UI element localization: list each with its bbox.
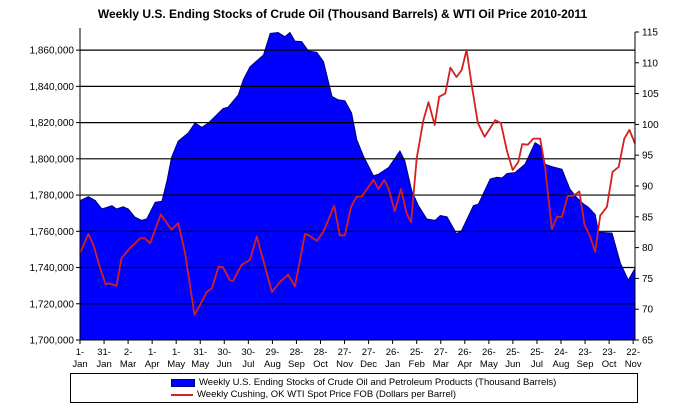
x-tick-label-month: Aug	[553, 359, 570, 370]
x-tick-label-month: Jul	[531, 359, 543, 370]
x-tick-label-day: 23-	[578, 347, 592, 358]
legend-item-price: Weekly Cushing, OK WTI Spot Price FOB (D…	[171, 389, 456, 400]
x-tick-label-day: 31-	[193, 347, 207, 358]
x-tick-label-month: Jan	[385, 359, 400, 370]
x-tick-label-month: Apr	[145, 359, 160, 370]
x-tick-label-month: Oct	[602, 359, 617, 370]
x-tick-label-day: 29-	[266, 347, 280, 358]
x-tick-label-day: 25-	[410, 347, 424, 358]
y-right-tick-label: 95	[642, 151, 654, 162]
x-tick-label-month: Mar	[433, 359, 449, 370]
y-right-tick-label: 115	[642, 28, 658, 39]
y-right-tick-label: 75	[642, 274, 654, 285]
x-tick-label-day: 28-	[290, 347, 304, 358]
x-tick-label-day: 27-	[338, 347, 352, 358]
x-tick-label-day: 24-	[554, 347, 568, 358]
x-tick-label-month: Jul	[242, 359, 254, 370]
x-tick-label-day: 1-	[172, 347, 180, 358]
x-tick-label-month: May	[480, 359, 498, 370]
y-right-tick-label: 80	[642, 243, 654, 254]
x-tick-label-day: 26-	[482, 347, 496, 358]
y-left-tick-label: 1,800,000	[30, 154, 75, 165]
x-tick-label-day: 2-	[124, 347, 132, 358]
x-tick-label-day: 25-	[530, 347, 544, 358]
x-tick-label-day: 26-	[386, 347, 400, 358]
legend-label-stocks: Weekly U.S. Ending Stocks of Crude Oil a…	[199, 377, 557, 388]
x-tick-label-month: Dec	[360, 359, 377, 370]
x-tick-label-month: Sep	[577, 359, 594, 370]
x-tick-label-day: 31-	[97, 347, 111, 358]
x-tick-label-month: Apr	[457, 359, 472, 370]
x-tick-label-month: Nov	[336, 359, 353, 370]
y-right-tick-label: 85	[642, 212, 654, 223]
x-tick-label-day: 28-	[314, 347, 328, 358]
x-tick-label-month: Jan	[72, 359, 87, 370]
y-left-tick-label: 1,700,000	[30, 336, 75, 347]
x-tick-label-month: May	[191, 359, 209, 370]
x-tick-label-month: Feb	[409, 359, 425, 370]
y-right-tick-label: 110	[642, 58, 658, 69]
x-tick-label-month: Nov	[625, 359, 642, 370]
x-tick-label-day: 1-	[76, 347, 84, 358]
y-left-tick-label: 1,760,000	[30, 227, 75, 238]
y-right-tick-label: 65	[642, 336, 654, 347]
x-tick-label-month: Jun	[505, 359, 520, 370]
price-line	[79, 49, 636, 316]
y-left-tick-label: 1,780,000	[30, 191, 75, 202]
y-left-tick-label: 1,820,000	[30, 118, 75, 129]
legend-item-stocks: Weekly U.S. Ending Stocks of Crude Oil a…	[171, 377, 556, 388]
legend-swatch-stocks	[171, 378, 195, 387]
y-right-tick-label: 70	[642, 305, 654, 316]
y-left-tick-label: 1,720,000	[30, 299, 75, 310]
x-tick-label-day: 1-	[148, 347, 156, 358]
x-tick-label-day: 27-	[434, 347, 448, 358]
x-tick-label-month: Aug	[264, 359, 281, 370]
x-tick-label-month: May	[167, 359, 185, 370]
y-left-tick-label: 1,840,000	[30, 82, 75, 93]
x-tick-label-month: Oct	[313, 359, 328, 370]
legend-label-price: Weekly Cushing, OK WTI Spot Price FOB (D…	[197, 389, 457, 400]
x-tick-label-day: 26-	[458, 347, 472, 358]
x-tick-label-day: 27-	[362, 347, 376, 358]
chart-title: Weekly U.S. Ending Stocks of Crude Oil (…	[97, 7, 588, 21]
stocks-area	[79, 31, 636, 341]
x-tick-label-day: 23-	[602, 347, 616, 358]
legend: Weekly U.S. Ending Stocks of Crude Oil a…	[70, 373, 638, 403]
x-tick-label-month: Mar	[120, 359, 136, 370]
y-right-tick-label: 90	[642, 182, 654, 193]
legend-swatch-price	[171, 393, 193, 396]
x-tick-label-day: 30-	[241, 347, 255, 358]
y-left-tick-label: 1,860,000	[30, 46, 75, 57]
y-right-tick-label: 105	[642, 89, 659, 100]
x-tick-label-month: Sep	[288, 359, 305, 370]
x-tick-label-day: 25-	[506, 347, 520, 358]
x-tick-label-day: 30-	[217, 347, 231, 358]
y-left-tick-label: 1,740,000	[30, 263, 75, 274]
x-tick-label-month: Jun	[217, 359, 232, 370]
x-tick-label-month: Jan	[96, 359, 111, 370]
x-tick-label-day: 22-	[626, 347, 640, 358]
y-right-tick-label: 100	[642, 120, 659, 131]
